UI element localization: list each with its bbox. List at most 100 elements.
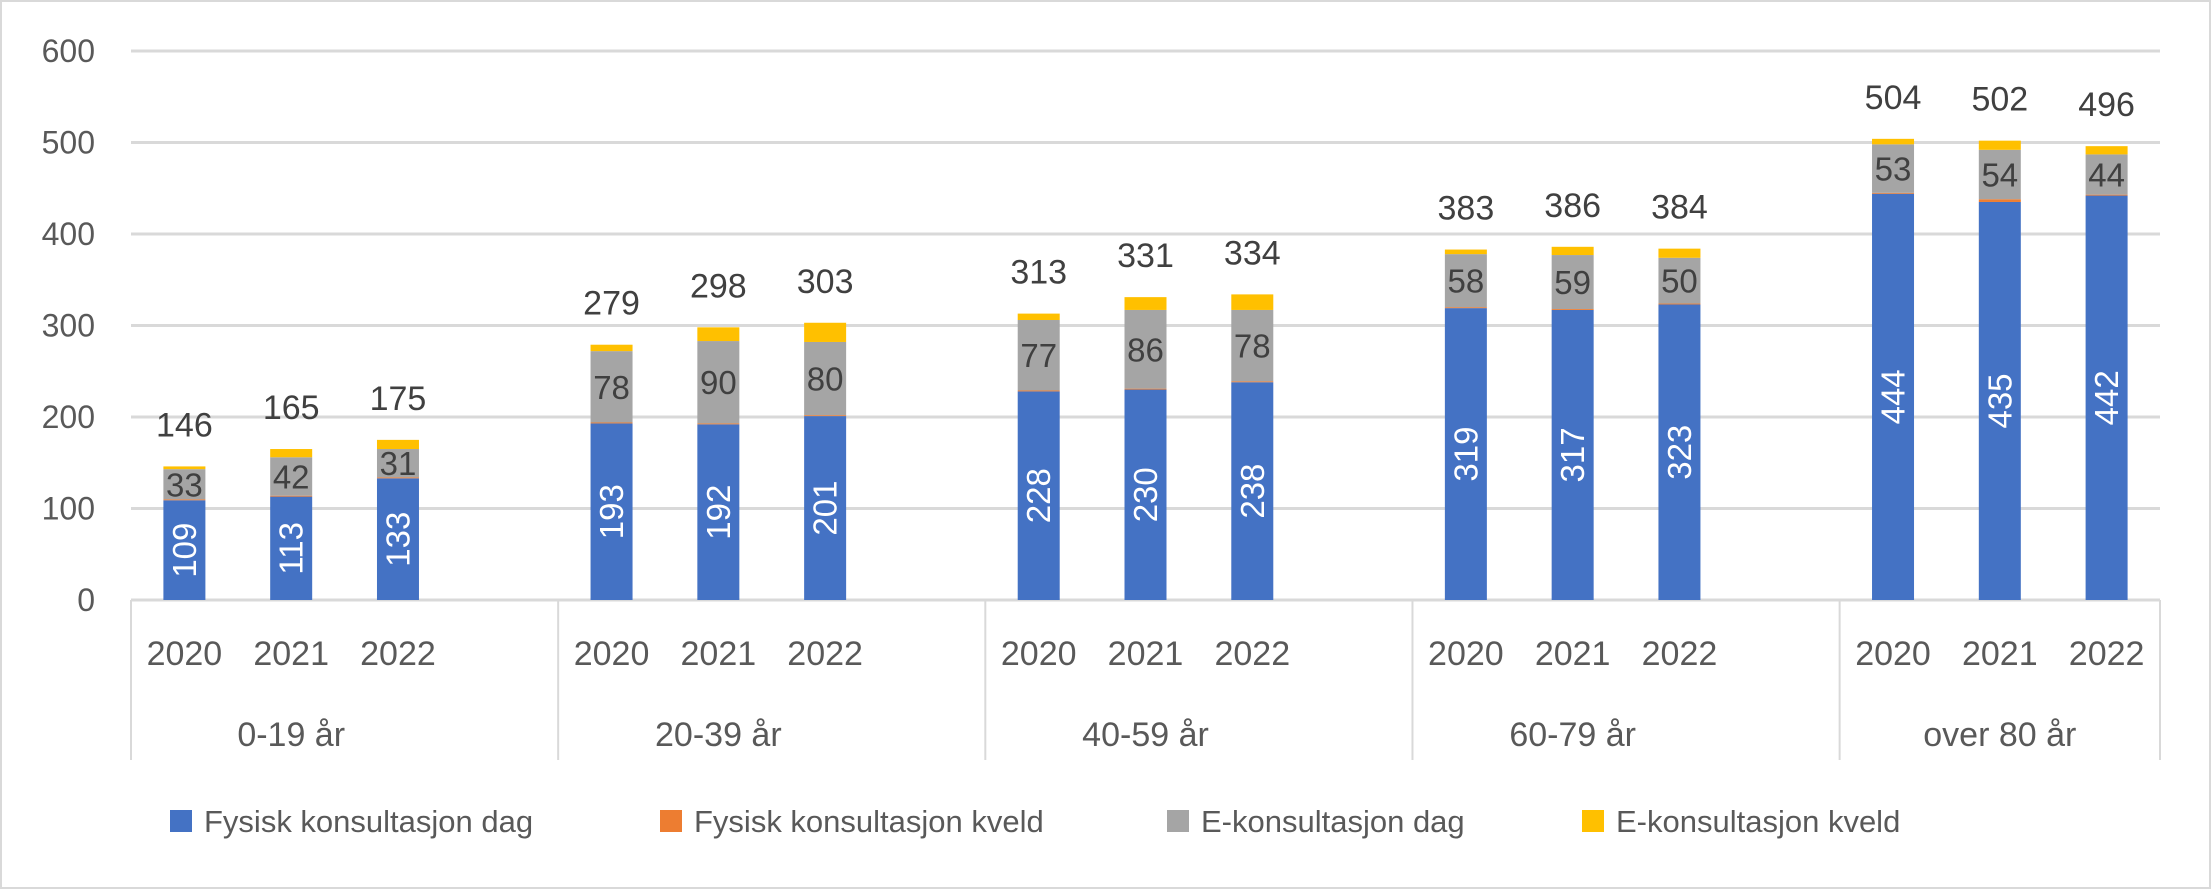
data-label: 44 [2088,157,2125,194]
bar-segment-fysisk-konsultasjon-kveld [697,423,740,425]
data-label: 193 [593,484,630,539]
total-label: 165 [263,389,320,427]
data-label: 323 [1661,425,1698,480]
bar-segment-fysisk-konsultasjon-kveld [1551,309,1594,310]
y-tick-label: 200 [42,399,95,435]
bar-segment-e-konsultasjon-dag [270,457,313,496]
bar-segment-e-konsultasjon-kveld [163,466,206,470]
bar-segment-fysisk-konsultasjon-dag [590,423,633,600]
bar-segment-fysisk-konsultasjon-kveld [1017,390,1060,392]
bar-segment-fysisk-konsultasjon-dag [804,416,847,600]
bar-segment-fysisk-konsultasjon-dag [1872,193,1915,601]
total-label: 175 [370,380,427,418]
bar-segment-fysisk-konsultasjon-dag [1017,391,1060,600]
bar-segment-fysisk-konsultasjon-kveld [376,477,419,479]
bar-segment-e-konsultasjon-dag [2085,154,2128,195]
bar-segment-e-konsultasjon-kveld [590,344,633,352]
bar-segment-e-konsultasjon-kveld [1017,313,1060,321]
data-label: 444 [1875,369,1912,424]
year-label: 2022 [1214,635,1290,673]
bar-segment-e-konsultasjon-dag [163,469,206,500]
total-label: 502 [1971,81,2028,119]
data-label: 33 [166,466,203,503]
bar-segment-e-konsultasjon-kveld [1978,140,2021,150]
bar-segment-e-konsultasjon-kveld [1124,297,1167,310]
group-label: 40-59 år [1082,716,1209,754]
data-label: 50 [1661,263,1698,300]
bar-segment-fysisk-konsultasjon-kveld [2085,194,2128,196]
year-label: 2022 [2069,635,2145,673]
data-label: 78 [593,369,630,406]
legend-entry: E-konsultasjon dag [1201,804,1465,839]
data-label: 442 [2088,370,2125,425]
bar-segment-fysisk-konsultasjon-dag [1658,304,1701,600]
total-label: 334 [1224,234,1281,272]
data-label: 192 [700,485,737,540]
data-label: 31 [380,445,417,482]
total-label: 146 [156,406,213,444]
data-label: 42 [273,458,310,495]
bar-segment-fysisk-konsultasjon-dag [376,478,419,600]
bar-segment-e-konsultasjon-kveld [1551,246,1594,256]
bar-segment-fysisk-konsultasjon-dag [163,500,206,600]
legend-entry: E-konsultasjon kveld [1616,804,1900,839]
legend-swatch [1167,810,1189,832]
bar-segment-e-konsultasjon-dag [1017,320,1060,391]
data-label: 230 [1127,467,1164,522]
data-label: 53 [1875,151,1912,188]
group-label: 20-39 år [655,716,782,754]
data-label: 59 [1554,264,1591,301]
y-tick-label: 400 [42,216,95,252]
year-label: 2020 [574,635,650,673]
total-label: 303 [797,263,854,301]
legend-entry: Fysisk konsultasjon kveld [694,804,1044,839]
y-tick-label: 500 [42,125,95,161]
bar-segment-e-konsultasjon-kveld [2085,146,2128,155]
data-label: 238 [1234,464,1271,519]
total-label: 504 [1865,79,1922,117]
bar-segment-fysisk-konsultasjon-dag [270,496,313,600]
bar-segment-e-konsultasjon-dag [1444,254,1487,308]
data-label: 228 [1020,468,1057,523]
total-label: 298 [690,267,747,305]
total-label: 384 [1651,189,1708,227]
bar-segment-e-konsultasjon-dag [1872,144,1915,193]
y-tick-label: 600 [42,33,95,69]
bar-segment-fysisk-konsultasjon-dag [1124,389,1167,600]
y-tick-label: 100 [42,491,95,527]
data-label: 86 [1127,331,1164,368]
legend-entry: Fysisk konsultasjon dag [204,804,533,839]
bar-segment-fysisk-konsultasjon-kveld [1124,388,1167,390]
data-label: 435 [1981,373,2018,428]
data-label: 133 [379,512,416,567]
bar-segment-fysisk-konsultasjon-dag [1978,201,2021,600]
group-label: 0-19 år [237,716,345,754]
data-label: 80 [807,361,844,398]
total-label: 279 [583,285,640,323]
bar-segment-e-konsultasjon-kveld [804,322,847,342]
data-label: 77 [1020,337,1057,374]
year-label: 2022 [787,635,863,673]
year-label: 2021 [1962,635,2038,673]
year-label: 2021 [253,635,329,673]
total-label: 496 [2078,86,2135,124]
data-label: 201 [807,481,844,536]
bar-segment-fysisk-konsultasjon-dag [1444,308,1487,600]
year-label: 2020 [1001,635,1077,673]
data-label: 90 [700,364,737,401]
bar-segment-e-konsultasjon-dag [1551,255,1594,310]
total-label: 386 [1544,187,1601,225]
data-label: 113 [273,522,310,575]
bar-segment-e-konsultasjon-kveld [376,439,419,450]
total-label: 383 [1438,190,1495,228]
year-label: 2021 [681,635,757,673]
data-label: 54 [1981,157,2018,194]
year-label: 2022 [360,635,436,673]
bar-segment-e-konsultasjon-kveld [1231,294,1274,310]
bar-segment-e-konsultasjon-kveld [697,327,740,342]
year-label: 2021 [1535,635,1611,673]
group-label: 60-79 år [1509,716,1636,754]
bar-segment-e-konsultasjon-kveld [270,449,313,458]
